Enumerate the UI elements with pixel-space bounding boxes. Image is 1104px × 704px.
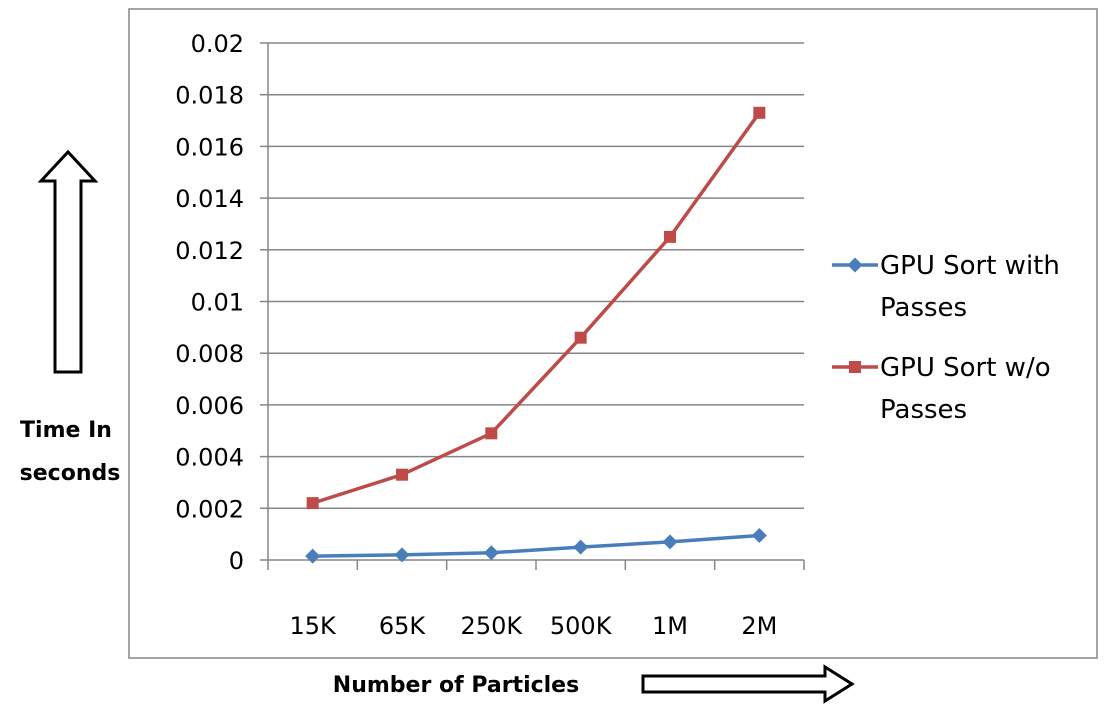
data-point-diamond	[662, 534, 678, 550]
data-point-square	[664, 230, 676, 243]
y-tick-label: 0.01	[191, 289, 244, 317]
right-arrow-icon	[641, 664, 855, 704]
series-line	[310, 111, 762, 505]
legend-entry: GPU Sort w/o Passes	[832, 353, 1051, 425]
data-point-square	[849, 361, 861, 373]
data-point-square	[306, 497, 319, 510]
gridlines	[268, 42, 804, 510]
x-tick-label: 65K	[379, 612, 427, 640]
data-point-diamond	[751, 527, 767, 543]
x-tick-label: 15K	[290, 612, 338, 640]
data-point-square	[485, 427, 498, 440]
chart-area-frame	[128, 8, 1098, 659]
x-tick-label: 250K	[461, 612, 524, 640]
y-axis-title-line-2: seconds	[20, 461, 121, 486]
y-tick-label: 0.014	[175, 185, 244, 213]
y-axis-title-group: Time In seconds	[20, 149, 121, 486]
data-point-square	[396, 468, 408, 481]
y-tick-label: 0	[229, 547, 244, 575]
legend-label: GPU Sort w/o Passes	[880, 353, 1051, 425]
x-axis: 15K 65K 250K 500K 1M 2M	[267, 559, 805, 640]
y-tick-label: 0.012	[175, 237, 244, 265]
series-2	[306, 106, 766, 510]
series-1	[305, 527, 767, 564]
data-point-diamond	[573, 539, 589, 555]
data-point-diamond	[847, 257, 863, 273]
y-axis-title-line-1: Time In	[20, 418, 112, 443]
y-tick-label: 0.008	[175, 340, 244, 368]
x-axis-title: Number of Particles	[333, 673, 579, 698]
legend-label: GPU Sort with Passes	[880, 251, 1060, 323]
y-tick-label: 0.018	[175, 82, 244, 110]
data-point-diamond	[394, 547, 410, 563]
up-arrow-icon	[37, 149, 99, 374]
data-point-diamond	[483, 545, 499, 561]
y-tick-label: 0.004	[175, 444, 244, 472]
y-tick-label: 0.006	[175, 392, 244, 420]
y-tick-label: 0.016	[175, 133, 244, 161]
x-tick-label: 2M	[741, 612, 777, 640]
y-tick-label: 0.02	[191, 30, 244, 58]
x-axis-title-group: Number of Particles	[333, 664, 855, 704]
data-point-square	[574, 331, 587, 344]
y-tick-label: 0.002	[175, 495, 244, 523]
legend-entry: GPU Sort with Passes	[832, 251, 1060, 323]
x-tick-label: 500K	[550, 612, 613, 640]
series-line	[310, 533, 762, 558]
data-point-diamond	[305, 548, 321, 564]
legend: GPU Sort with Passes GPU Sort w/o Passes	[832, 251, 1060, 425]
data-point-square	[753, 106, 766, 119]
y-axis: 0 0.002 0.004 0.006 0.008 0.01 0.012 0.014 0.016…	[175, 30, 269, 575]
series-lines	[305, 106, 767, 564]
x-tick-label: 1M	[652, 612, 688, 640]
